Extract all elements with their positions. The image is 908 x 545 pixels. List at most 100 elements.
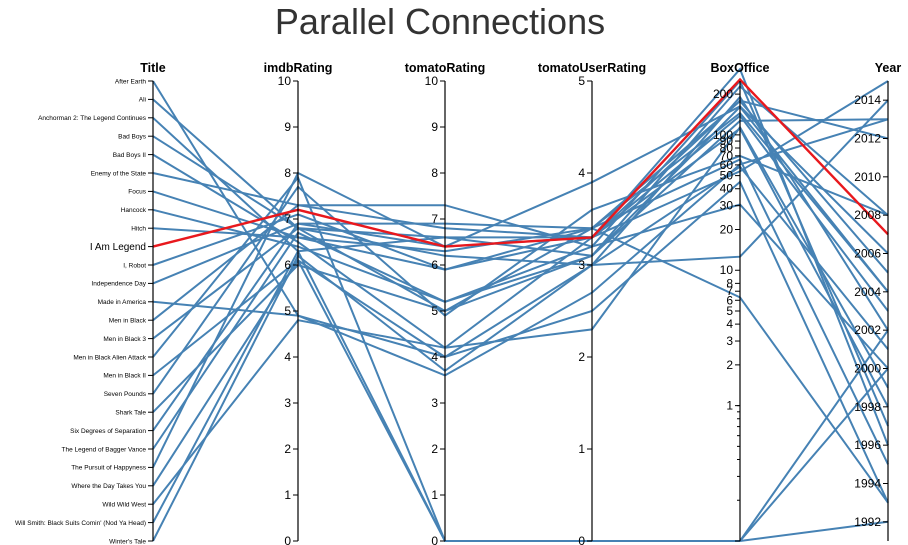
tick-label: 6 (284, 258, 291, 272)
tick-label: Enemy of the State (91, 170, 147, 177)
tick-label: 2 (431, 442, 438, 456)
axis-title: Title (140, 61, 166, 75)
tick-label: Seven Pounds (104, 391, 147, 398)
series-line-men-in-black-ii (152, 95, 889, 377)
tick-label: 5 (284, 304, 291, 318)
series-line-enemy-of-the-state (152, 127, 889, 408)
tick-label: 2006 (854, 247, 881, 261)
tick-label: The Pursuit of Happyness (71, 465, 147, 472)
tick-label: 3 (284, 396, 291, 410)
tick-label: 2 (726, 358, 733, 372)
tick-label: Focus (128, 189, 146, 196)
axis-title: imdbRating (264, 61, 333, 75)
series-line-made-in-america (152, 180, 889, 504)
tick-label: 1 (578, 442, 585, 456)
axis-imdbrating: imdbRating 0 1 2 3 4 5 6 7 8 9 10 (264, 61, 333, 545)
tick-label: 6 (431, 258, 438, 272)
series-line-where-the-day-takes-you (152, 258, 889, 542)
series-line-bad-boys (152, 135, 889, 465)
tick-label: 9 (431, 120, 438, 134)
tick-label: Bad Boys (118, 134, 147, 141)
series-line-after-earth (152, 80, 889, 377)
tick-label: 2000 (854, 362, 881, 376)
series-line-i-am-legend (152, 77, 889, 248)
tick-label: After Earth (115, 78, 146, 85)
tick-label: 0 (431, 534, 438, 545)
series-line-focus (152, 80, 889, 271)
tick-label: 2 (284, 442, 291, 456)
series-line-independence-day (152, 67, 889, 446)
tick-label: 100 (713, 128, 733, 142)
tick-label: Shark Tale (115, 410, 146, 417)
tick-label: 7 (726, 284, 733, 298)
tick-label: Men in Black 3 (103, 336, 146, 343)
tick-label: 9 (284, 120, 291, 134)
tick-label: 1998 (854, 400, 881, 414)
tick-label: Independence Day (91, 281, 146, 288)
tick-label: 3 (726, 334, 733, 348)
tick-label: Made in America (98, 299, 147, 306)
tick-label: I Am Legend (90, 242, 146, 253)
tick-label: 90 (720, 134, 734, 148)
tick-label: 1992 (854, 515, 881, 529)
tick-label: 80 (720, 141, 734, 155)
tick-label: Where the Day Takes You (71, 483, 146, 490)
tick-label: 8 (284, 166, 291, 180)
series-line-winter-s-tale (152, 99, 889, 542)
tick-label: Winter's Tale (109, 538, 146, 545)
tick-label: I, Robot (123, 262, 146, 269)
tick-label: 0 (578, 534, 585, 545)
chart-title: Parallel Connections (274, 1, 606, 42)
tick-label: 2002 (854, 323, 881, 337)
tick-label: 10 (278, 74, 292, 88)
axis-tomatouserrating: tomatoUserRating 0 1 2 3 4 5 (538, 61, 646, 545)
tick-label: Men in Black II (103, 373, 146, 380)
tick-label: 7 (284, 212, 291, 226)
tick-label: Six Degrees of Separation (70, 428, 146, 435)
tick-label: 30 (720, 199, 734, 213)
tick-label: 7 (431, 212, 438, 226)
tick-label: 2012 (854, 132, 881, 146)
tick-label: 0 (284, 534, 291, 545)
series-line-shark-tale (152, 105, 889, 413)
tick-label: 10 (720, 263, 734, 277)
tick-label: 200 (713, 87, 733, 101)
tick-label: 2 (578, 350, 585, 364)
axis-tomatorating: tomatoRating 0 1 2 3 4 5 6 7 8 9 10 (405, 61, 486, 545)
axis-title: BoxOffice (710, 61, 769, 75)
tick-label: 1 (431, 488, 438, 502)
axis-title: tomatoRating (405, 61, 486, 75)
tick-label: Hitch (131, 226, 146, 233)
tick-label: 4 (284, 350, 291, 364)
tick-label: 6 (726, 293, 733, 307)
tick-label: 50 (720, 169, 734, 183)
tick-label: 8 (726, 276, 733, 290)
tick-label: 5 (431, 304, 438, 318)
tick-label: 2010 (854, 170, 881, 184)
tick-label: 5 (578, 74, 585, 88)
tick-label: 2008 (854, 208, 881, 222)
tick-label: Ali (139, 97, 146, 104)
tick-label: 1 (284, 488, 291, 502)
series-line-wild-wild-west (152, 125, 889, 505)
tick-label: Men in Black Alien Attack (73, 354, 146, 361)
series-line-the-pursuit-of-happyness (152, 105, 889, 468)
tick-label: 3 (578, 258, 585, 272)
tick-label: 10 (425, 74, 439, 88)
axis-title: Title After Earth Ali Anchorman 2: The Lege… (15, 61, 166, 545)
tick-label: Bad Boys II (113, 152, 146, 159)
series-line-will-smith-black-suits-comin-nod-ya-head (152, 249, 889, 542)
axis-title: tomatoUserRating (538, 61, 646, 75)
tick-label: Will Smith: Black Suits Comin' (Nod Ya H… (15, 520, 146, 527)
tick-label: 60 (720, 158, 734, 172)
series-line-six-degrees-of-separation (152, 222, 889, 504)
axis-year: Year 1992 1994 1996 1998 2000 2002 2004 2006 2008… (854, 61, 901, 541)
tick-label: Wild Wild West (102, 502, 146, 509)
tick-label: 2004 (854, 285, 881, 299)
tick-label: 4 (726, 317, 733, 331)
tick-label: 70 (720, 149, 734, 163)
tick-label: 8 (431, 166, 438, 180)
tick-label: 1 (726, 399, 733, 413)
tick-label: Anchorman 2: The Legend Continues (38, 115, 147, 122)
